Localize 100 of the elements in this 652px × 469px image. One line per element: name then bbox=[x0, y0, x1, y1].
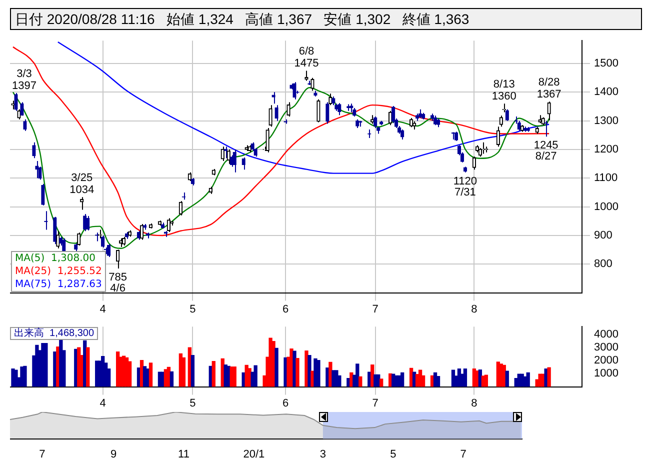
y-tick-label: 900 bbox=[594, 230, 612, 242]
candlestick bbox=[472, 156, 476, 170]
bar bbox=[463, 368, 468, 387]
bar bbox=[190, 355, 195, 387]
chart-title: 出来高 1,468,300 bbox=[10, 326, 98, 340]
bar bbox=[358, 376, 362, 387]
candlestick bbox=[304, 70, 308, 82]
x-tick-label: 5 bbox=[390, 448, 396, 460]
y-tick-label: 800 bbox=[594, 258, 612, 270]
candlestick bbox=[77, 232, 81, 246]
chart-title: 日付 2020/08/28 11:16 始値 1,324 高値 1,367 安値 1,302 終値 1,363 bbox=[10, 8, 642, 30]
candlestick bbox=[272, 92, 276, 104]
y-tick-label: 1100 bbox=[594, 172, 618, 184]
y-tick-label: 2000 bbox=[594, 354, 618, 367]
candlestick bbox=[316, 98, 320, 123]
candlestick bbox=[310, 77, 314, 92]
y-tick-label: 3000 bbox=[594, 342, 618, 354]
annotation: 3/25 1034 bbox=[70, 172, 94, 196]
annotation: 1245 8/27 bbox=[534, 140, 558, 163]
candlestick bbox=[499, 115, 503, 128]
bar bbox=[44, 342, 48, 387]
candlestick bbox=[224, 146, 228, 159]
candlestick bbox=[178, 200, 183, 216]
candlestick bbox=[41, 183, 45, 206]
candlestick bbox=[220, 146, 224, 162]
candlestick bbox=[53, 216, 57, 245]
x-tick-label: 7 bbox=[372, 303, 378, 316]
candlestick bbox=[35, 160, 39, 179]
annotation: 6/8 1475 bbox=[294, 46, 319, 70]
x-tick-label: 7 bbox=[39, 448, 46, 460]
bar bbox=[232, 366, 236, 387]
bar bbox=[148, 362, 153, 387]
bar bbox=[170, 371, 174, 387]
candlestick bbox=[44, 210, 48, 230]
candlestick bbox=[268, 104, 272, 128]
x-tick-label: 6 bbox=[282, 397, 289, 410]
bar bbox=[274, 348, 278, 387]
bar bbox=[400, 372, 404, 387]
series-label: MA(5) 1,308.00 bbox=[15, 252, 97, 265]
y-tick-label: 1400 bbox=[594, 86, 618, 98]
candlestick bbox=[86, 215, 90, 231]
bar bbox=[547, 367, 551, 387]
bar bbox=[212, 360, 216, 387]
x-tick-label: 5 bbox=[190, 397, 196, 410]
y-tick-label: 1000 bbox=[594, 200, 618, 213]
candlestick bbox=[338, 102, 342, 116]
candlestick bbox=[166, 218, 171, 233]
y-tick-label: 1300 bbox=[594, 114, 618, 127]
x-tick-label: 5 bbox=[190, 303, 196, 316]
bar bbox=[14, 370, 18, 387]
x-tick-label: 20/1 bbox=[243, 448, 265, 460]
annotation: 3/3 1397 bbox=[12, 68, 36, 92]
y-tick-label: 1500 bbox=[594, 58, 618, 70]
candlestick bbox=[32, 142, 36, 159]
candlestick bbox=[286, 102, 290, 118]
bar bbox=[505, 370, 509, 387]
x-tick-label: 11 bbox=[178, 448, 190, 460]
text: MA(25) 1,255.52 bbox=[15, 264, 102, 278]
bar bbox=[526, 372, 530, 387]
x-tick-label: 4 bbox=[100, 397, 106, 410]
x-tick-label: 6 bbox=[282, 303, 289, 316]
bar bbox=[436, 376, 440, 387]
candlestick bbox=[23, 118, 27, 132]
x-tick-label: 7 bbox=[460, 448, 466, 460]
candlestick bbox=[547, 101, 551, 121]
candlestick bbox=[226, 149, 230, 164]
candlestick bbox=[116, 249, 120, 269]
candlestick bbox=[544, 120, 548, 138]
x-tick-label: 9 bbox=[110, 448, 117, 460]
candlestick bbox=[80, 196, 84, 210]
x-tick-label: 3 bbox=[320, 448, 326, 460]
bar bbox=[254, 365, 258, 387]
candlestick bbox=[326, 102, 330, 124]
y-tick-label: 1000 bbox=[594, 368, 618, 380]
candlestick bbox=[409, 117, 414, 128]
bar bbox=[182, 357, 186, 387]
annotation: 785 4/6 bbox=[108, 271, 127, 294]
candlestick bbox=[20, 102, 24, 116]
bar bbox=[380, 378, 384, 387]
bar bbox=[316, 360, 320, 387]
bar bbox=[86, 347, 90, 387]
text: MA(75) 1,287.63 bbox=[15, 278, 102, 291]
bar bbox=[128, 361, 132, 387]
bar bbox=[484, 374, 488, 387]
annotation: 8/28 1367 bbox=[536, 76, 562, 101]
candlestick bbox=[374, 116, 378, 129]
x-tick-label: 7 bbox=[372, 397, 378, 410]
x-tick-label: 8 bbox=[471, 303, 478, 316]
bar bbox=[328, 362, 332, 387]
y-tick-label: 4000 bbox=[594, 328, 618, 340]
bar bbox=[334, 370, 338, 387]
x-tick-label: 8 bbox=[471, 397, 478, 410]
y-tick-label: 1200 bbox=[594, 144, 618, 156]
candlestick bbox=[505, 108, 509, 122]
bar bbox=[296, 358, 300, 387]
annotation: 8/13 1360 bbox=[492, 78, 516, 103]
candlestick bbox=[232, 149, 236, 173]
bar bbox=[308, 355, 312, 387]
candlestick bbox=[274, 104, 278, 122]
x-tick-label: 4 bbox=[100, 303, 106, 316]
